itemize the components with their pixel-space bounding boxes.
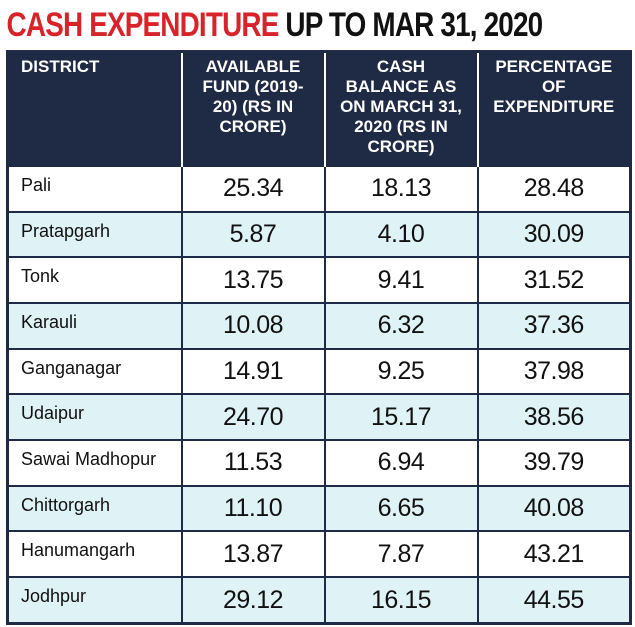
district-cell: Jodhpur: [6, 576, 183, 625]
value-cell: 18.13: [323, 165, 479, 213]
district-cell: Chittorgarh: [6, 484, 183, 533]
value-cell: 6.32: [323, 302, 479, 350]
table-row: Udaipur 24.70 15.17 38.56: [6, 393, 632, 442]
table-row: Pali 25.34 18.13 28.48: [6, 165, 632, 213]
district-cell: Udaipur: [6, 393, 183, 442]
value-cell: 31.52: [476, 256, 632, 305]
district-cell: Pratapgarh: [6, 210, 183, 259]
district-cell: Tonk: [6, 256, 183, 305]
header-cell: CASH BALANCE AS ON MARCH 31, 2020 (RS IN…: [323, 51, 478, 166]
data-table: DISTRICT AVAILABLE FUND (2019-20) (RS IN …: [6, 50, 632, 625]
header-cell: AVAILABLE FUND (2019-20) (RS IN CRORE): [180, 51, 325, 166]
district-cell: Sawai Madhopur: [6, 439, 183, 487]
value-cell: 16.15: [323, 576, 479, 625]
value-cell: 13.87: [180, 530, 326, 579]
table-row: Tonk 13.75 9.41 31.52: [6, 256, 632, 305]
value-cell: 10.08: [180, 302, 326, 350]
value-cell: 9.41: [323, 256, 479, 305]
value-cell: 6.65: [323, 484, 479, 533]
header-cell: DISTRICT: [7, 51, 182, 166]
table-row: Pratapgarh 5.87 4.10 30.09: [6, 210, 632, 259]
value-cell: 13.75: [180, 256, 326, 305]
value-cell: 28.48: [476, 165, 632, 213]
table-row: Hanumangarh 13.87 7.87 43.21: [6, 530, 632, 579]
value-cell: 7.87: [323, 530, 479, 579]
value-cell: 37.98: [476, 347, 632, 396]
district-cell: Karauli: [6, 302, 183, 350]
value-cell: 39.79: [476, 439, 632, 487]
table-row: Ganganagar 14.91 9.25 37.98: [6, 347, 632, 396]
value-cell: 25.34: [180, 165, 326, 213]
value-cell: 44.55: [476, 576, 632, 625]
value-cell: 38.56: [476, 393, 632, 442]
title-rest: UP TO MAR 31, 2020: [285, 6, 543, 44]
value-cell: 9.25: [323, 347, 479, 396]
district-cell: Hanumangarh: [6, 530, 183, 579]
value-cell: 29.12: [180, 576, 326, 625]
table-row: Chittorgarh 11.10 6.65 40.08: [6, 484, 632, 533]
value-cell: 24.70: [180, 393, 326, 442]
value-cell: 37.36: [476, 302, 632, 350]
district-cell: Pali: [6, 165, 183, 213]
title-highlight: CASH EXPENDITURE: [6, 6, 280, 44]
value-cell: 11.10: [180, 484, 326, 533]
value-cell: 40.08: [476, 484, 632, 533]
value-cell: 11.53: [180, 439, 326, 487]
table-row: Sawai Madhopur 11.53 6.94 39.79: [6, 439, 632, 487]
value-cell: 4.10: [323, 210, 479, 259]
value-cell: 6.94: [323, 439, 479, 487]
header-cell: PERCENTAGE OF EXPENDITURE: [476, 51, 631, 166]
value-cell: 43.21: [476, 530, 632, 579]
table-row: Karauli 10.08 6.32 37.36: [6, 302, 632, 350]
value-cell: 30.09: [476, 210, 632, 259]
title: CASH EXPENDITURE UP TO MAR 31, 2020: [0, 0, 544, 48]
district-cell: Ganganagar: [6, 347, 183, 396]
value-cell: 5.87: [180, 210, 326, 259]
table-body: Pali 25.34 18.13 28.48 Pratapgarh 5.87 4.10 30.…: [6, 165, 632, 625]
table-row: Jodhpur 29.12 16.15 44.55: [6, 576, 632, 625]
value-cell: 15.17: [323, 393, 479, 442]
value-cell: 14.91: [180, 347, 326, 396]
header-row: DISTRICT AVAILABLE FUND (2019-20) (RS IN …: [7, 51, 631, 166]
